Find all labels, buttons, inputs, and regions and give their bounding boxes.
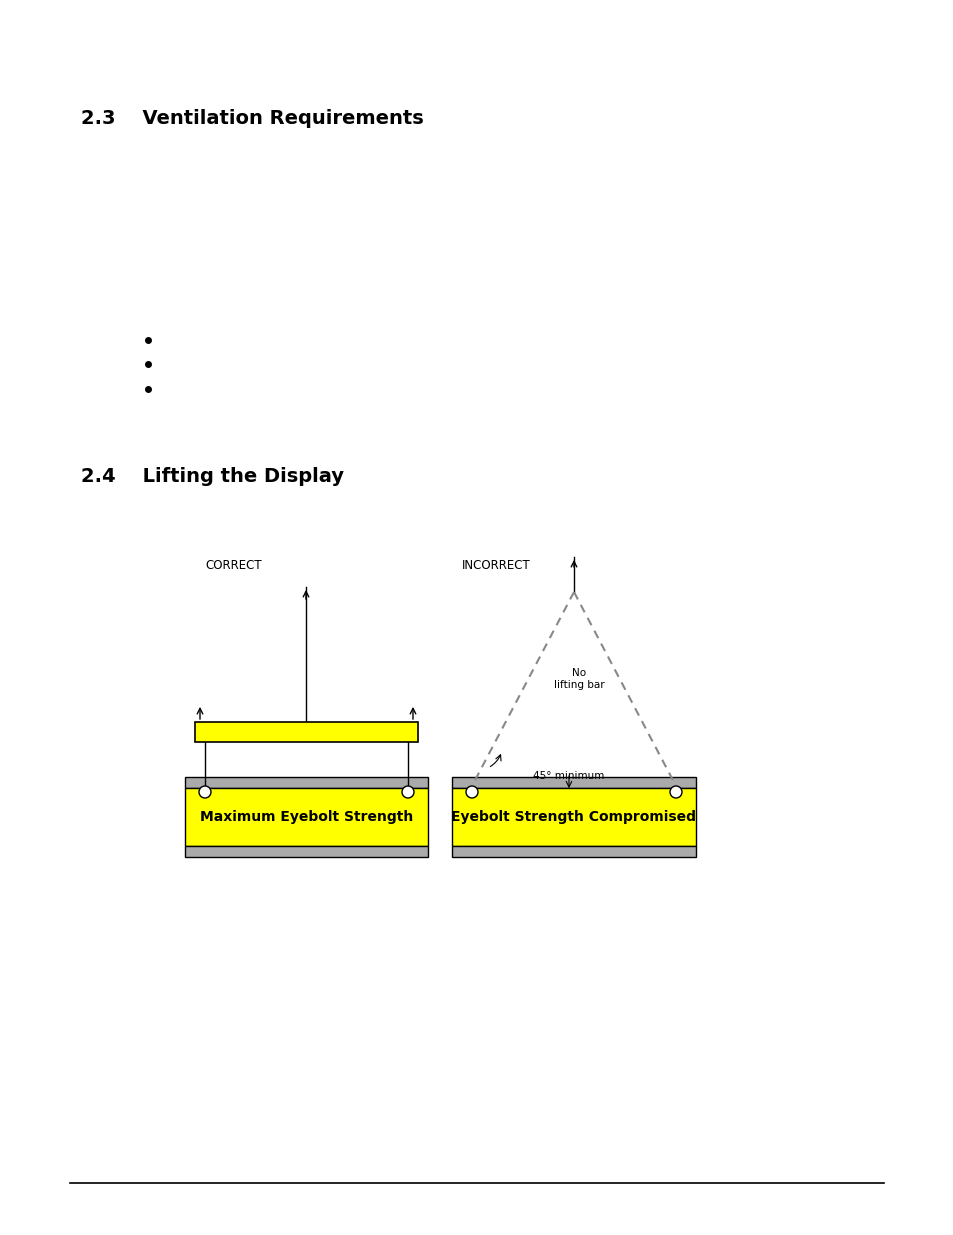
Bar: [452, 846, 696, 857]
Bar: [185, 777, 428, 788]
Bar: [452, 777, 696, 788]
Bar: [194, 722, 417, 742]
Text: 2.3    Ventilation Requirements: 2.3 Ventilation Requirements: [81, 109, 423, 127]
Bar: [185, 846, 428, 857]
Text: INCORRECT: INCORRECT: [461, 559, 530, 572]
Bar: [185, 788, 428, 846]
Circle shape: [669, 785, 681, 798]
Text: CORRECT: CORRECT: [205, 559, 261, 572]
Text: Maximum Eyebolt Strength: Maximum Eyebolt Strength: [200, 810, 413, 824]
Circle shape: [401, 785, 414, 798]
Text: Eyebolt Strength Compromised: Eyebolt Strength Compromised: [451, 810, 696, 824]
Circle shape: [199, 785, 211, 798]
Text: 45° minimum: 45° minimum: [533, 771, 604, 781]
Bar: [452, 788, 696, 846]
Text: 2.4    Lifting the Display: 2.4 Lifting the Display: [81, 467, 344, 485]
Circle shape: [465, 785, 477, 798]
Text: No
lifting bar: No lifting bar: [553, 668, 603, 690]
